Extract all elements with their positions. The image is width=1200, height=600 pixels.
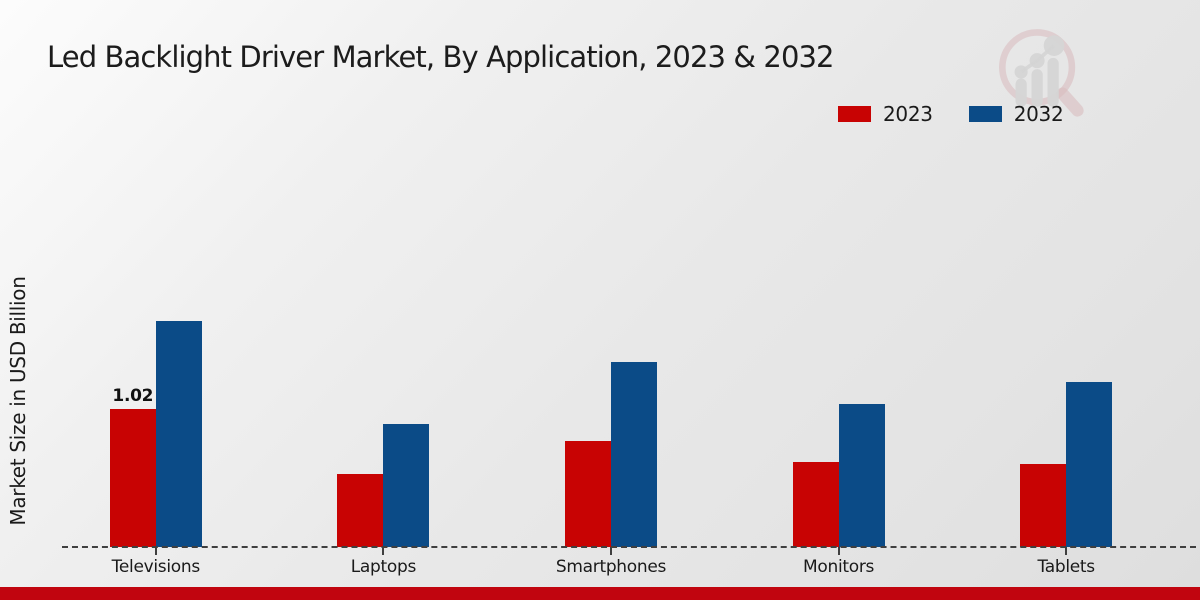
bar-laptops-2023 xyxy=(337,474,384,547)
category-label-monitors: Monitors xyxy=(803,557,875,577)
legend-item-2032: 2032 xyxy=(968,102,1064,126)
bar-smartphones-2032 xyxy=(610,362,657,547)
category-label-tablets: Tablets xyxy=(1037,557,1095,577)
bar-televisions-2023 xyxy=(109,409,156,547)
legend-swatch-2032 xyxy=(968,106,1002,122)
x-axis-tick-tablets xyxy=(1065,547,1068,555)
magnifier-bar-chart-logo-icon xyxy=(999,29,1084,117)
bar-group-monitors: Monitors xyxy=(725,227,953,577)
legend-label-2023: 2023 xyxy=(883,102,933,126)
legend-item-2023: 2023 xyxy=(838,102,933,126)
legend-swatch-2023 xyxy=(838,106,871,122)
bar-value-label-televisions-2023: 1.02 xyxy=(112,386,154,406)
x-axis-tick-monitors xyxy=(837,547,840,555)
bar-monitors-2032 xyxy=(838,404,885,547)
plot-area: 1.02 Televisions Laptops Smartphones Monitor… xyxy=(42,227,1180,577)
x-axis-baseline xyxy=(62,546,1196,548)
y-axis-label: Market Size in USD Billion xyxy=(6,276,30,526)
footer-accent-strip xyxy=(0,587,1200,600)
bar-group-laptops: Laptops xyxy=(270,227,498,577)
x-axis-tick-televisions xyxy=(154,547,157,555)
x-axis-tick-smartphones xyxy=(609,547,612,555)
category-label-smartphones: Smartphones xyxy=(555,557,667,577)
bar-tablets-2032 xyxy=(1066,382,1113,547)
bar-group-tablets: Tablets xyxy=(952,227,1180,577)
bar-tablets-2023 xyxy=(1020,464,1067,547)
legend: 2023 2032 xyxy=(838,102,1064,126)
bar-monitors-2023 xyxy=(792,462,839,547)
category-label-laptops: Laptops xyxy=(350,557,417,577)
bar-group-smartphones: Smartphones xyxy=(497,227,725,577)
bar-televisions-2032 xyxy=(155,321,202,547)
legend-label-2032: 2032 xyxy=(1013,102,1064,126)
bar-laptops-2032 xyxy=(383,424,430,547)
chart-title: Led Backlight Driver Market, By Applicat… xyxy=(47,40,834,74)
category-label-televisions: Televisions xyxy=(111,557,201,577)
bar-smartphones-2023 xyxy=(564,441,611,547)
x-axis-tick-laptops xyxy=(382,547,385,555)
bar-group-televisions: 1.02 Televisions xyxy=(42,227,270,577)
